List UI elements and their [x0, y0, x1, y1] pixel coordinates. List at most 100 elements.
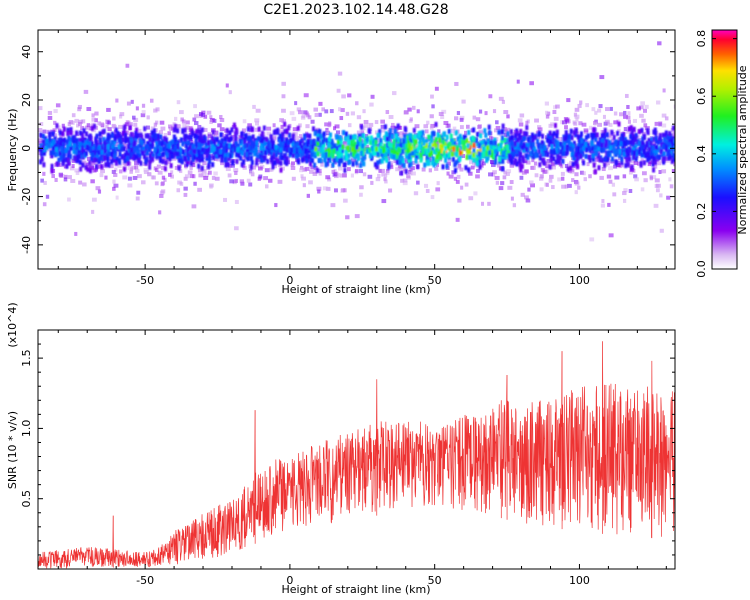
heatmap-cell	[587, 154, 591, 160]
heatmap-cell	[291, 176, 296, 181]
heatmap-cell	[84, 151, 88, 157]
heatmap-cell	[509, 180, 514, 185]
heatmap-cell	[85, 162, 89, 167]
heatmap-cell	[324, 109, 329, 114]
heatmap-cell	[294, 153, 298, 159]
heatmap-cell	[623, 137, 627, 143]
heatmap-cell	[584, 153, 588, 159]
heatmap-cell	[218, 149, 222, 155]
heatmap-cell	[355, 101, 359, 106]
heatmap-cell	[75, 171, 80, 176]
heatmap-cell	[268, 178, 273, 183]
heatmap-cell	[631, 130, 637, 135]
heatmap-cell	[268, 140, 272, 146]
heatmap-cell	[310, 152, 314, 158]
heatmap-cell	[661, 169, 667, 174]
heatmap-cell	[329, 132, 333, 138]
heatmap-cell	[540, 174, 544, 179]
heatmap-cell	[622, 151, 626, 157]
heatmap-cell	[66, 127, 70, 133]
heatmap-cell	[612, 144, 616, 150]
heatmap-cell	[186, 159, 190, 165]
heatmap-cell	[54, 151, 58, 157]
heatmap-cell	[279, 160, 283, 166]
heatmap-cell	[134, 161, 139, 166]
heatmap-cell	[304, 166, 310, 171]
heatmap-cell	[148, 164, 152, 170]
heatmap-cell	[220, 161, 224, 166]
heatmap-cell	[658, 121, 663, 126]
heatmap-cell	[431, 104, 435, 109]
heatmap-cell	[50, 143, 54, 149]
heatmap-cell	[224, 143, 228, 149]
heatmap-cell	[308, 180, 313, 185]
heatmap-cell	[651, 145, 655, 151]
heatmap-cell	[626, 154, 630, 160]
heatmap-cell	[556, 153, 560, 159]
heatmap-cell	[111, 143, 115, 149]
heatmap-cell	[136, 190, 141, 195]
heatmap-cell	[591, 107, 596, 112]
heatmap-cell	[421, 137, 425, 143]
figure-title: C2E1.2023.102.14.48.G28	[263, 2, 448, 18]
heatmap-cell	[552, 165, 556, 170]
heatmap-cell	[436, 181, 440, 186]
heatmap-cell	[95, 161, 99, 166]
heatmap-cell	[235, 137, 241, 142]
heatmap-cell	[572, 151, 576, 157]
heatmap-cell	[39, 146, 43, 152]
heatmap-cell	[166, 159, 172, 164]
heatmap-cell	[540, 148, 544, 154]
heatmap-cell	[453, 141, 457, 147]
heatmap-cell	[622, 132, 626, 138]
heatmap-cell	[297, 110, 303, 115]
heatmap-cell	[322, 142, 326, 148]
heatmap-cell	[498, 96, 504, 101]
heatmap-cell	[188, 157, 193, 162]
heatmap-cell	[423, 162, 427, 168]
heatmap-cell	[106, 144, 110, 150]
heatmap-cell	[198, 135, 202, 141]
heatmap-cell	[143, 126, 147, 132]
heatmap-cell	[487, 201, 491, 206]
heatmap-cell	[66, 131, 70, 137]
heatmap-cell	[615, 149, 619, 155]
heatmap-cell	[316, 133, 320, 139]
heatmap-cell	[506, 131, 510, 137]
heatmap-cell	[389, 141, 395, 146]
heatmap-cell	[48, 136, 52, 142]
heatmap-cell	[521, 170, 527, 175]
heatmap-cell	[321, 107, 326, 112]
heatmap-cell	[385, 171, 390, 176]
heatmap-cell	[287, 132, 291, 138]
heatmap-cell	[245, 142, 249, 148]
heatmap-cell	[58, 151, 62, 157]
heatmap-cell	[360, 130, 365, 135]
heatmap-cell	[281, 94, 286, 99]
heatmap-cell	[541, 133, 545, 139]
heatmap-cell	[330, 138, 334, 144]
heatmap-cell	[322, 186, 328, 191]
heatmap-cell	[347, 153, 351, 159]
heatmap-cell	[461, 99, 466, 104]
heatmap-cell	[254, 147, 258, 153]
heatmap-cell	[207, 147, 211, 153]
heatmap-cell	[503, 146, 507, 152]
heatmap-cell	[574, 181, 580, 186]
heatmap-cell	[640, 144, 644, 150]
heatmap-cell	[90, 155, 94, 161]
heatmap-cell	[395, 159, 399, 165]
heatmap-cell	[223, 136, 227, 142]
heatmap-cell	[259, 136, 263, 142]
heatmap-cell	[111, 133, 115, 139]
heatmap-cell	[163, 166, 167, 172]
heatmap-cell	[445, 123, 449, 128]
heatmap-cell	[306, 139, 310, 145]
heatmap-cell	[641, 171, 647, 176]
heatmap-cell	[189, 161, 193, 167]
heatmap-cell	[402, 181, 408, 186]
heatmap-cell	[463, 145, 467, 151]
heatmap-cell	[598, 137, 602, 143]
heatmap-cell	[536, 152, 540, 158]
heatmap-cell	[544, 144, 550, 149]
